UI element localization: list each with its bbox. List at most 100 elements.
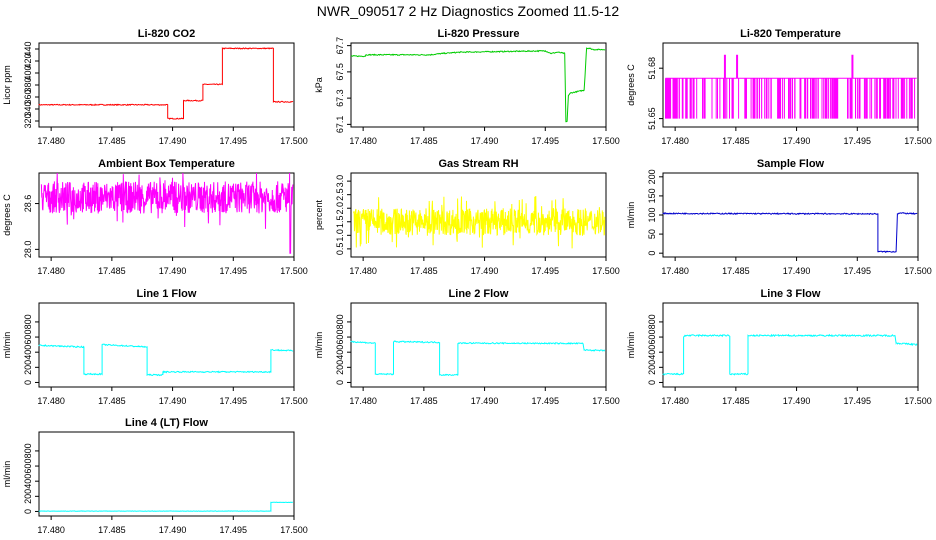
x-tick-label: 17.500 [904, 266, 932, 276]
x-tick-label: 17.495 [220, 266, 248, 276]
page-title: NWR_090517 2 Hz Diagnostics Zoomed 11.5-… [316, 3, 620, 19]
series-line [350, 340, 606, 377]
x-tick-label: 17.485 [98, 396, 126, 406]
y-tick-label: 0.5 [335, 243, 345, 256]
y-tick-label: 600 [647, 330, 657, 345]
chart-panel: Line 1 Flow ml/min 17.480 17.485 17.490 17.49… [2, 288, 308, 406]
y-tick-label: 150 [647, 188, 657, 203]
series-line [665, 78, 916, 119]
x-tick-label: 17.485 [98, 525, 126, 535]
x-tick-label: 17.500 [280, 136, 308, 146]
y-tick-label: 1.5 [335, 216, 345, 229]
x-tick-label: 17.495 [220, 136, 248, 146]
y-tick-label: 200 [23, 360, 33, 375]
x-tick-label: 17.480 [37, 525, 65, 535]
y-tick-label: 100 [647, 207, 657, 222]
plot-frame [350, 42, 607, 128]
y-tick-label: 800 [23, 314, 33, 329]
y-tick-label: 0 [647, 380, 657, 385]
series-line [662, 333, 918, 376]
y-axis-label: ml/min [314, 332, 324, 359]
x-tick-label: 17.480 [37, 396, 65, 406]
chart-title: Li-820 Temperature [740, 28, 841, 40]
chart-panel: Li-820 Temperature degrees C 17.480 17.485 1… [626, 28, 932, 146]
x-tick-label: 17.495 [220, 525, 248, 535]
x-tick-label: 17.500 [280, 266, 308, 276]
x-tick-label: 17.495 [532, 136, 560, 146]
y-tick-label: 400 [23, 65, 33, 80]
x-tick-label: 17.490 [159, 136, 187, 146]
x-tick-label: 17.485 [98, 136, 126, 146]
y-tick-label: 200 [647, 360, 657, 375]
series-line [352, 195, 606, 249]
y-tick-label: 28.6 [23, 195, 33, 213]
chart-title: Li-820 Pressure [438, 28, 520, 40]
chart-title: Line 2 Flow [449, 288, 509, 300]
y-tick-label: 400 [335, 345, 345, 360]
y-tick-label: 1.0 [335, 229, 345, 242]
y-tick-label: 67.7 [335, 37, 345, 55]
x-tick-label: 17.500 [280, 396, 308, 406]
series-line [38, 343, 294, 377]
y-tick-label: 2.0 [335, 202, 345, 215]
x-tick-label: 17.485 [410, 136, 438, 146]
x-tick-label: 17.480 [661, 396, 689, 406]
x-tick-label: 17.500 [592, 136, 620, 146]
y-axis-label: degrees C [626, 64, 636, 106]
plot-frame [38, 42, 295, 128]
y-tick-label: 51.68 [647, 57, 657, 80]
x-tick-label: 17.495 [532, 266, 560, 276]
x-tick-label: 17.485 [98, 266, 126, 276]
y-tick-label: 200 [647, 169, 657, 184]
chart-title: Ambient Box Temperature [98, 158, 235, 170]
y-axis-label: degrees C [2, 194, 12, 236]
x-tick-label: 17.480 [349, 396, 377, 406]
chart-panel: Ambient Box Temperature degrees C 17.480 17… [2, 158, 308, 276]
y-tick-label: 0 [23, 380, 33, 385]
y-tick-label: 420 [23, 53, 33, 68]
y-axis-label: ml/min [2, 461, 12, 488]
y-axis-label: kPa [314, 77, 324, 93]
y-axis-label: percent [314, 199, 324, 230]
plot-frame [350, 302, 607, 388]
x-tick-label: 17.480 [661, 266, 689, 276]
chart-panel: Sample Flow ml/min 17.480 17.485 17.490 17.49… [626, 158, 932, 276]
plot-frame [38, 431, 295, 517]
x-tick-label: 17.480 [349, 136, 377, 146]
x-tick-label: 17.480 [37, 266, 65, 276]
y-tick-label: 600 [23, 459, 33, 474]
x-tick-label: 17.480 [661, 136, 689, 146]
y-tick-label: 67.3 [335, 89, 345, 107]
y-tick-label: 380 [23, 77, 33, 92]
chart-panel: Line 3 Flow ml/min 17.480 17.485 17.490 17.49… [626, 288, 932, 406]
y-tick-label: 400 [647, 345, 657, 360]
x-tick-label: 17.485 [722, 266, 750, 276]
y-tick-label: 400 [23, 474, 33, 489]
x-tick-label: 17.490 [471, 396, 499, 406]
y-tick-label: 600 [23, 330, 33, 345]
series-line [38, 46, 294, 120]
x-tick-label: 17.480 [37, 136, 65, 146]
x-tick-label: 17.485 [410, 266, 438, 276]
y-axis-label: ml/min [626, 202, 636, 229]
series-line [662, 212, 918, 253]
plot-frame [662, 42, 919, 128]
y-tick-label: 800 [647, 314, 657, 329]
y-tick-label: 67.5 [335, 63, 345, 81]
chart-panel: Li-820 Pressure kPa 17.480 17.485 17.490 17.4… [314, 28, 620, 146]
x-tick-label: 17.485 [410, 396, 438, 406]
x-tick-label: 17.485 [722, 136, 750, 146]
x-tick-label: 17.495 [532, 396, 560, 406]
y-tick-label: 2.5 [335, 188, 345, 201]
chart-panel: Line 2 Flow ml/min 17.480 17.485 17.490 17.49… [314, 288, 620, 406]
x-tick-label: 17.485 [722, 396, 750, 406]
plot-frame [662, 172, 919, 258]
x-tick-label: 17.490 [783, 266, 811, 276]
x-tick-label: 17.490 [159, 266, 187, 276]
chart-title: Sample Flow [757, 158, 825, 170]
y-tick-label: 0 [647, 251, 657, 256]
chart-panel: Line 4 (LT) Flow ml/min 17.480 17.485 17.490… [2, 417, 308, 535]
x-tick-label: 17.495 [844, 266, 872, 276]
plot-frame [38, 302, 295, 388]
y-tick-label: 3.0 [335, 175, 345, 188]
